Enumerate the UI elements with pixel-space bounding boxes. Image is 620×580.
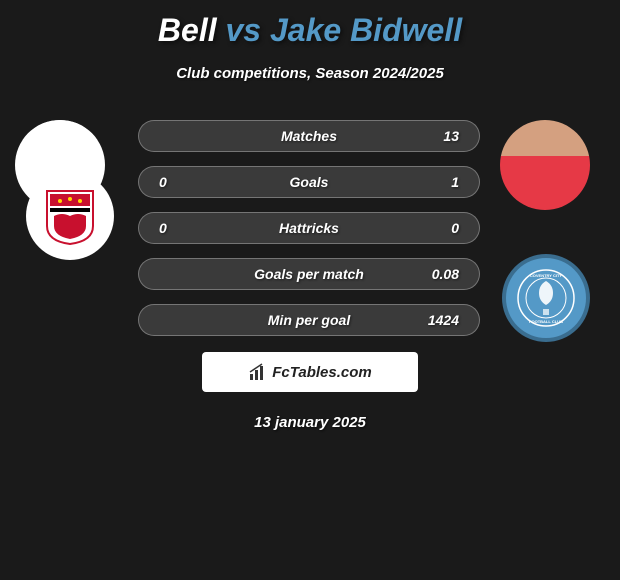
stat-right-value: 1: [409, 174, 459, 190]
comparison-content: COVENTRY CITY FOOTBALL CLUB Matches 13 0…: [0, 120, 620, 431]
player2-club-badge: COVENTRY CITY FOOTBALL CLUB: [502, 254, 590, 342]
svg-text:FOOTBALL CLUB: FOOTBALL CLUB: [529, 319, 563, 324]
player2-name: Jake Bidwell: [270, 12, 462, 48]
brand-badge: FcTables.com: [202, 352, 418, 392]
player2-photo: [500, 120, 590, 210]
comparison-title: Bell vs Jake Bidwell: [0, 0, 620, 49]
stat-label: Matches: [209, 128, 409, 144]
stat-right-value: 1424: [409, 312, 459, 328]
player1-name: Bell: [158, 12, 217, 48]
stat-row-min-per-goal: Min per goal 1424: [138, 304, 480, 336]
stat-left-value: 0: [159, 174, 209, 190]
stat-row-matches: Matches 13: [138, 120, 480, 152]
stat-right-value: 0: [409, 220, 459, 236]
coventry-city-crest-icon: COVENTRY CITY FOOTBALL CLUB: [515, 267, 577, 329]
chart-icon: [248, 362, 268, 382]
stat-label: Goals per match: [209, 266, 409, 282]
stat-rows: Matches 13 0 Goals 1 0 Hattricks 0 Goals…: [138, 120, 480, 336]
stat-row-hattricks: 0 Hattricks 0: [138, 212, 480, 244]
stat-label: Hattricks: [209, 220, 409, 236]
stat-label: Goals: [209, 174, 409, 190]
stat-right-value: 13: [409, 128, 459, 144]
svg-text:COVENTRY CITY: COVENTRY CITY: [530, 273, 563, 278]
stat-label: Min per goal: [209, 312, 409, 328]
stat-row-goals-per-match: Goals per match 0.08: [138, 258, 480, 290]
stat-left-value: 0: [159, 220, 209, 236]
subtitle: Club competitions, Season 2024/2025: [0, 65, 620, 82]
brand-text: FcTables.com: [272, 364, 371, 381]
footer-date: 13 january 2025: [0, 414, 620, 431]
stat-right-value: 0.08: [409, 266, 459, 282]
stat-row-goals: 0 Goals 1: [138, 166, 480, 198]
bristol-city-crest-icon: [42, 186, 98, 246]
vs-text: vs: [226, 12, 262, 48]
player1-club-badge: [26, 172, 114, 260]
